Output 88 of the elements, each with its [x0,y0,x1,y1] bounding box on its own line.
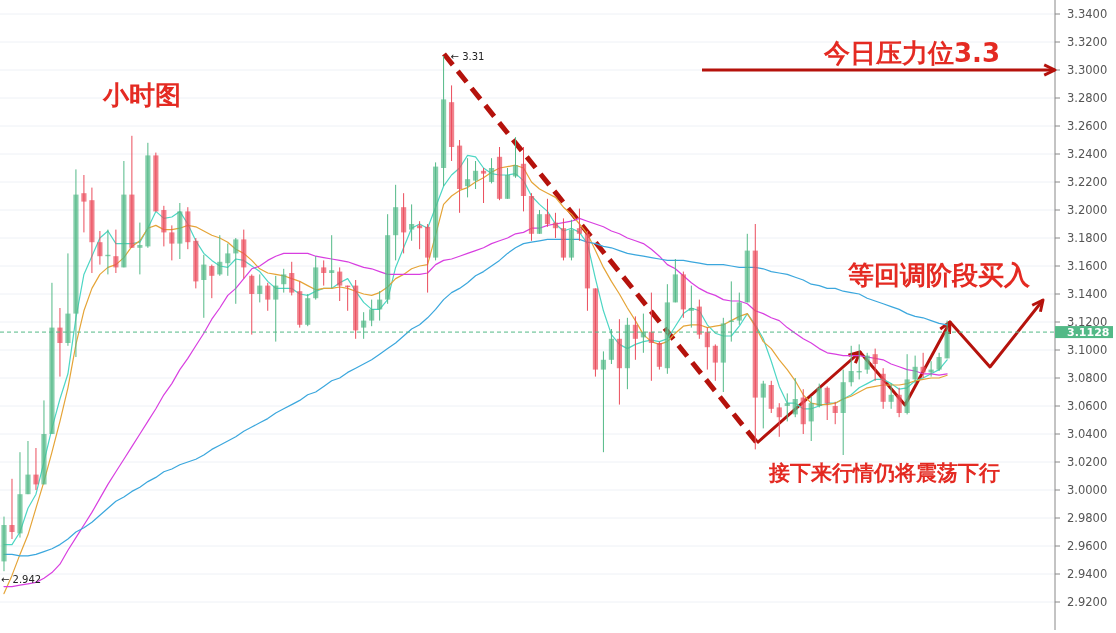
candlestick [888,383,894,410]
candlestick [472,160,479,190]
candlestick [936,352,942,372]
annotation: ← 3.31 [450,51,485,62]
y-tick-label: 2.9400 [1067,566,1108,581]
candlestick [321,259,327,287]
y-tick-label: 3.0600 [1067,398,1108,413]
candlestick [488,157,495,184]
annotation: 接下来行情仍将震荡下行 [768,461,1000,485]
candlestick [33,447,39,491]
candlestick [337,266,343,302]
candlestick [464,157,471,198]
candlestick [600,350,607,453]
candlestick [97,230,103,266]
candlestick [209,264,215,299]
y-tick-label: 3.3400 [1067,6,1108,21]
candlestick [281,268,287,294]
annotation: ← 2.942 [1,574,42,586]
y-tick-label: 3.1800 [1067,230,1108,245]
candlestick [768,380,774,414]
candlestick [25,440,31,495]
candlestick [896,387,902,418]
candlestick [864,352,870,375]
candlestick [760,380,766,429]
y-tick-label: 3.2800 [1067,90,1108,105]
candlestick [792,377,798,418]
candlestick [816,383,822,408]
candlestick [169,224,175,261]
y-tick-label: 2.9200 [1067,594,1108,609]
candlestick [712,343,718,382]
candlestick [656,341,662,371]
candlestick [480,167,487,204]
y-tick-label: 3.2200 [1067,174,1108,189]
candlestick [632,315,638,361]
y-tick-label: 2.9800 [1067,510,1108,525]
y-tick-label: 3.0800 [1067,370,1108,385]
y-tick-label: 3.2000 [1067,202,1108,217]
candlestick [233,237,239,305]
candlestick [161,205,167,247]
candlestick [57,307,63,378]
candlestick [784,392,790,422]
candlestick [832,401,838,425]
y-tick-label: 3.1200 [1067,314,1108,329]
candlestick [137,222,143,275]
candlestick [776,402,782,438]
candlestick [9,478,15,540]
candlestick [225,243,231,277]
candlestick [201,254,207,319]
candlestick [217,234,223,277]
candlestick [576,208,583,242]
candlestick [736,292,742,326]
ref-line-label: 3.1128 [1067,326,1110,340]
candlestick [808,395,814,442]
y-tick-label: 3.3200 [1067,34,1108,49]
candlestick [872,348,878,382]
candlestick [81,174,87,233]
candlestick [409,203,415,242]
candlestick [417,220,423,250]
candlestick [329,234,335,289]
candlestick [912,355,918,385]
candlestick [257,273,263,303]
candlestick [504,167,511,200]
candlestick [536,209,543,235]
y-tick-label: 3.1600 [1067,258,1108,273]
candlestick [249,273,255,336]
candlestick [704,327,710,371]
y-tick-label: 3.3000 [1067,62,1108,77]
title: 小时图 [103,80,181,110]
y-tick-label: 3.1000 [1067,342,1108,357]
candlestick [648,292,654,382]
annotation: 等回调阶段买入 [847,260,1031,290]
candlestick [544,198,551,228]
annotation: 今日压力位3.3 [822,38,1000,68]
candlestick [369,299,375,327]
y-tick-label: 2.9600 [1067,538,1108,553]
candlestick [113,229,119,274]
y-tick-label: 3.2400 [1067,146,1108,161]
y-tick-label: 3.0400 [1067,426,1108,441]
candlestick [688,285,694,329]
y-tick-label: 3.1400 [1067,286,1108,301]
candlestick [824,385,830,421]
y-tick-label: 3.0000 [1067,482,1108,497]
candlestick [289,261,295,296]
y-tick-label: 3.2600 [1067,118,1108,133]
candlestick [512,136,519,179]
y-tick-label: 3.0200 [1067,454,1108,469]
candlestick [265,282,271,312]
candlestick [848,345,854,387]
